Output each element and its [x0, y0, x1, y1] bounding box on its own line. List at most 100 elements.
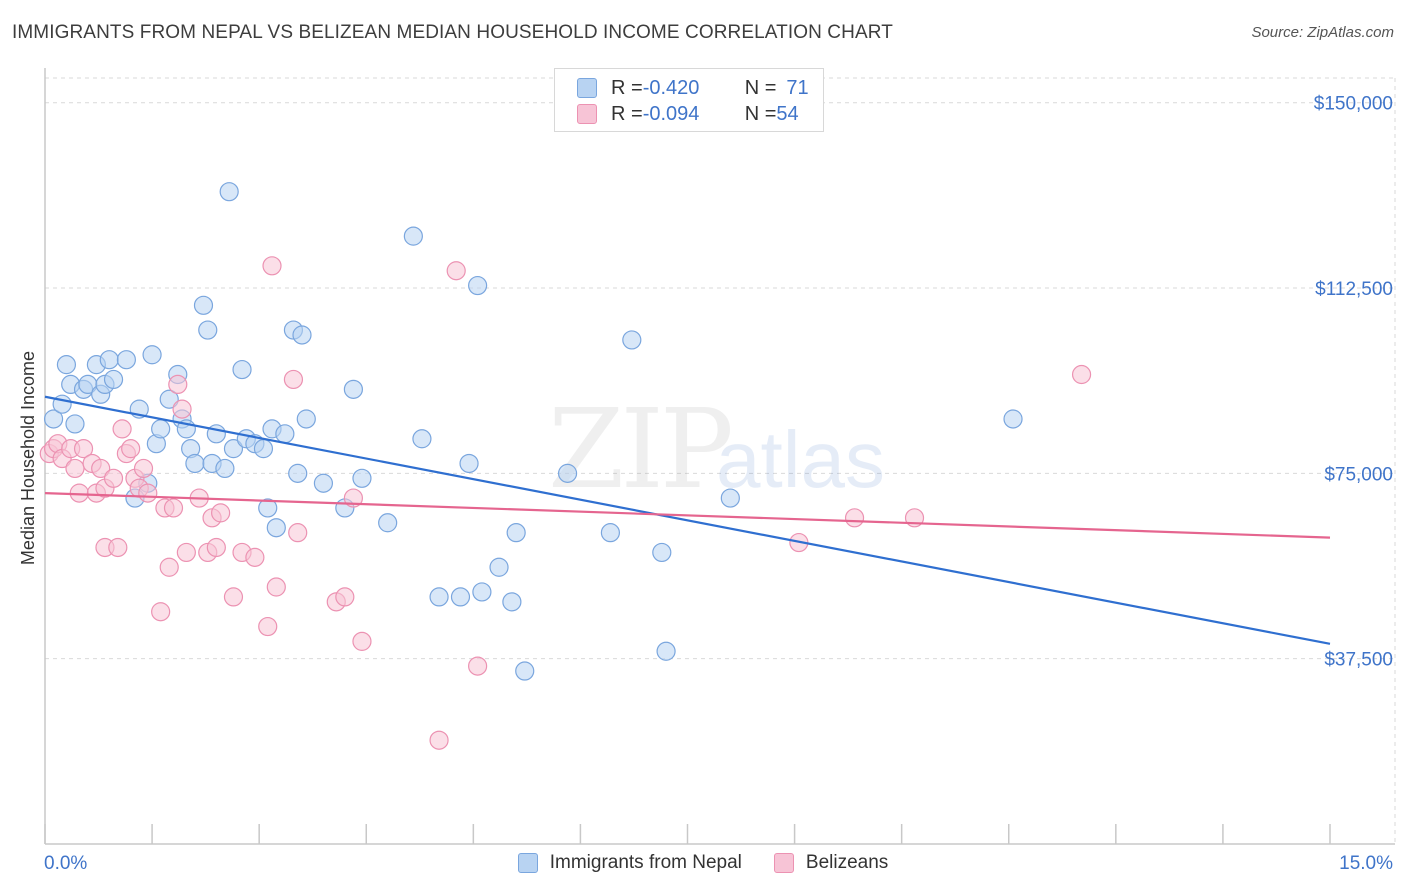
- belizean-point: [73, 439, 94, 459]
- nepal-point: [515, 661, 535, 681]
- legend-n-label: N =: [744, 76, 777, 99]
- legend-swatch-nepal: [517, 853, 538, 873]
- legend-n-label: N =: [744, 102, 777, 125]
- nepal-point: [489, 557, 509, 577]
- legend-r-label: R =: [611, 102, 643, 125]
- trend-lines: [44, 395, 1331, 645]
- legend-r-value: -0.420: [642, 76, 700, 99]
- belizean-point: [112, 419, 132, 439]
- nepal-point: [296, 409, 316, 429]
- nepal-point: [56, 355, 77, 375]
- legend-swatch-belizean: [577, 104, 597, 124]
- belizean-point: [159, 557, 179, 577]
- belizean-point: [352, 631, 372, 651]
- nepal-point: [378, 513, 398, 533]
- belizean-point: [151, 602, 171, 622]
- nepal-point: [103, 369, 124, 390]
- nepal-point: [215, 458, 235, 479]
- nepal-trend-line: [44, 395, 1331, 645]
- axes: [44, 68, 1395, 845]
- belizean-trend-line: [44, 492, 1331, 539]
- belizean-point: [133, 458, 154, 479]
- belizean-point: [844, 508, 865, 528]
- y-tick-label: $150,000: [1314, 94, 1393, 115]
- series-nepal-points: [43, 182, 1023, 681]
- nepal-point: [472, 582, 492, 602]
- nepal-point: [116, 350, 136, 370]
- y-tick-label: $112,500: [1315, 279, 1393, 300]
- belizean-point: [335, 587, 355, 607]
- belizean-point: [91, 458, 111, 479]
- nepal-point: [557, 463, 578, 483]
- nepal-point: [343, 379, 363, 399]
- nepal-point: [468, 275, 488, 296]
- belizean-point: [206, 537, 226, 558]
- nepal-point: [622, 330, 642, 350]
- belizean-point: [1071, 364, 1092, 385]
- nepal-point: [429, 587, 449, 607]
- belizean-point: [283, 369, 304, 390]
- tick-labels: $37,500 $75,000 $112,500 $150,000 0.0% 15.0%: [44, 94, 1393, 874]
- legend-item-belizean: Belizeans: [773, 852, 889, 874]
- belizean-point: [262, 256, 282, 276]
- nepal-point: [292, 325, 312, 345]
- nepal-point: [185, 453, 205, 474]
- legend-n-value: 71: [786, 76, 809, 99]
- legend-r-value: -0.094: [642, 102, 700, 125]
- legend-r-label: R =: [611, 76, 643, 99]
- correlation-legend: R = -0.420 N = 71 R = -0.094 N = 54: [554, 68, 824, 132]
- legend-label-belizean: Belizeans: [805, 852, 889, 873]
- nepal-point: [502, 592, 522, 612]
- belizean-point: [429, 730, 449, 750]
- nepal-point: [65, 414, 85, 434]
- legend-item-nepal: Immigrants from Nepal: [517, 852, 742, 874]
- nepal-point: [99, 350, 119, 370]
- belizean-point: [172, 399, 192, 419]
- nepal-point: [288, 463, 308, 483]
- belizean-point: [168, 374, 188, 394]
- nepal-point: [151, 419, 171, 439]
- watermark-zip: ZIP: [548, 385, 731, 513]
- belizean-point: [266, 577, 286, 597]
- nepal-point: [223, 439, 244, 459]
- nepal-point: [412, 429, 432, 449]
- nepal-point: [403, 226, 423, 246]
- nepal-point: [193, 295, 214, 315]
- legend-swatch-nepal: [577, 78, 597, 98]
- belizean-point: [103, 468, 124, 488]
- nepal-point: [313, 473, 334, 493]
- watermark: ZIP atlas: [548, 385, 885, 513]
- nepal-point: [600, 523, 621, 543]
- nepal-point: [506, 523, 526, 543]
- nepal-point: [652, 542, 672, 563]
- belizean-point: [65, 458, 85, 479]
- legend-label-nepal: Immigrants from Nepal: [549, 852, 742, 873]
- y-tick-label: $75,000: [1324, 464, 1393, 485]
- nepal-point: [253, 439, 274, 459]
- nepal-point: [266, 518, 286, 538]
- belizean-point: [121, 439, 141, 459]
- belizean-point: [468, 656, 488, 676]
- belizean-point: [288, 523, 308, 543]
- nepal-point: [656, 641, 676, 661]
- belizean-point: [163, 498, 184, 518]
- x-tick-label: 15.0%: [1339, 853, 1393, 874]
- y-axis-label: Median Household Income: [18, 351, 38, 565]
- belizean-point: [108, 537, 128, 558]
- belizean-point: [446, 261, 466, 281]
- nepal-point: [1003, 409, 1023, 429]
- nepal-point: [219, 182, 239, 202]
- belizean-point: [138, 483, 158, 503]
- nepal-point: [352, 468, 372, 488]
- series-legend: Immigrants from Nepal Belizeans: [0, 852, 1406, 874]
- nepal-point: [275, 424, 295, 444]
- source-credit: Source: ZipAtlas.com: [1251, 24, 1394, 41]
- nepal-point: [198, 320, 218, 340]
- legend-n-value: 54: [776, 102, 799, 125]
- legend-row-nepal: R = -0.420 N = 71: [577, 76, 809, 100]
- nepal-point: [450, 587, 471, 607]
- belizean-point: [223, 587, 244, 607]
- x-tick-label: 0.0%: [44, 853, 87, 874]
- watermark-atlas: atlas: [716, 415, 885, 504]
